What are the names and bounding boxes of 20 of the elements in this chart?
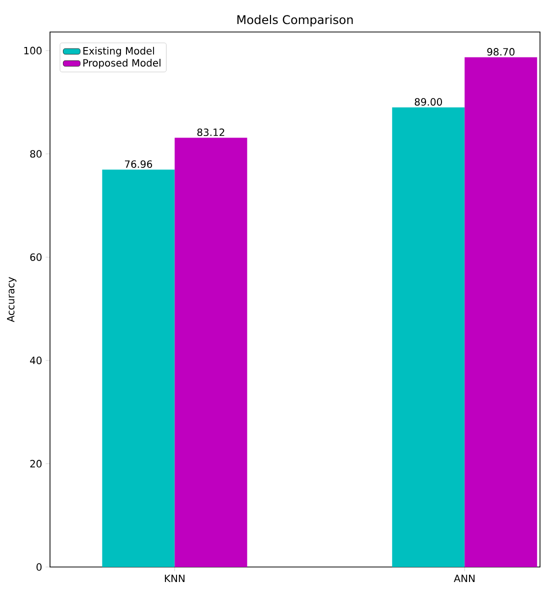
y-tick-label: 20 [30, 460, 42, 468]
y-tick-label: 100 [24, 46, 42, 54]
bar [102, 170, 175, 567]
data-label: 89.00 [414, 98, 442, 106]
x-tick-label: ANN [454, 574, 475, 582]
bar [464, 57, 538, 567]
x-tick-label: KNN [164, 574, 184, 582]
data-label: 98.70 [487, 48, 514, 56]
legend-label: Proposed Model [83, 58, 160, 69]
y-axis-title: Accuracy [7, 277, 16, 322]
chart-title: Models Comparison [237, 14, 353, 26]
bar [174, 138, 248, 567]
bar [392, 107, 465, 567]
legend-label: Existing Model [83, 46, 154, 57]
y-tick-label: 60 [30, 253, 42, 261]
data-label: 83.12 [197, 128, 224, 136]
y-tick-label: 80 [30, 150, 42, 158]
y-tick-label: 0 [36, 563, 42, 571]
y-tick-label: 40 [30, 356, 42, 364]
data-label: 76.96 [124, 160, 152, 168]
